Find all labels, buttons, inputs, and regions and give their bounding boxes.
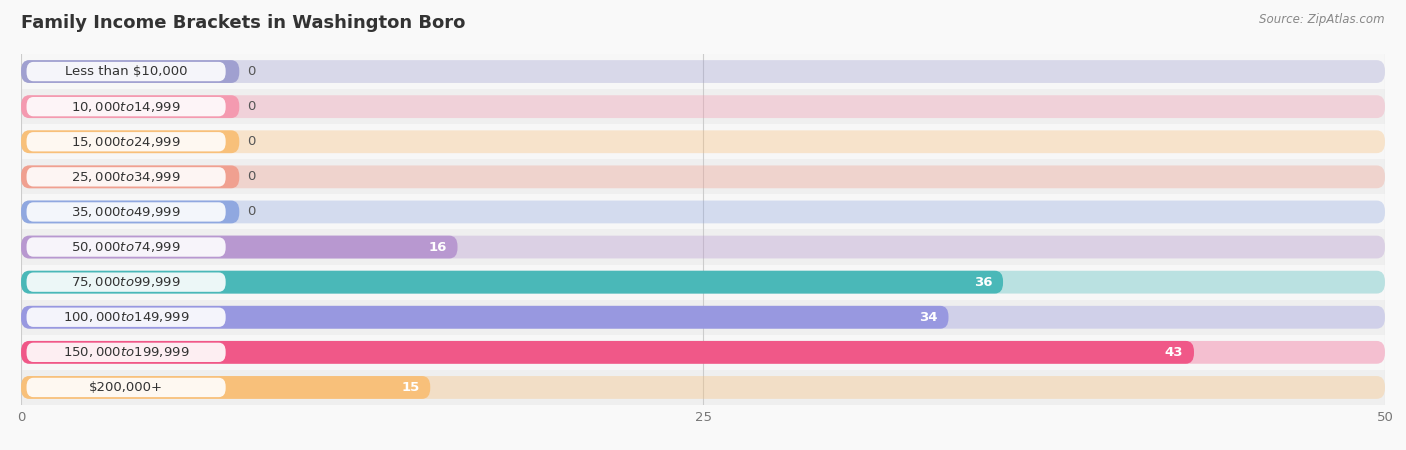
FancyBboxPatch shape	[27, 202, 225, 221]
Bar	[21, 124, 1385, 159]
Text: $25,000 to $34,999: $25,000 to $34,999	[72, 170, 181, 184]
Bar	[21, 230, 1385, 265]
Text: $100,000 to $149,999: $100,000 to $149,999	[63, 310, 190, 324]
Text: $50,000 to $74,999: $50,000 to $74,999	[72, 240, 181, 254]
Bar	[21, 194, 1385, 230]
FancyBboxPatch shape	[27, 62, 225, 81]
Bar	[21, 54, 1385, 89]
Text: $75,000 to $99,999: $75,000 to $99,999	[72, 275, 181, 289]
Bar	[21, 335, 1385, 370]
FancyBboxPatch shape	[27, 167, 225, 186]
Text: Family Income Brackets in Washington Boro: Family Income Brackets in Washington Bor…	[21, 14, 465, 32]
FancyBboxPatch shape	[21, 306, 1385, 328]
Text: $10,000 to $14,999: $10,000 to $14,999	[72, 99, 181, 114]
FancyBboxPatch shape	[27, 343, 225, 362]
FancyBboxPatch shape	[27, 273, 225, 292]
FancyBboxPatch shape	[27, 97, 225, 116]
Text: 0: 0	[247, 135, 256, 148]
Bar	[21, 89, 1385, 124]
FancyBboxPatch shape	[21, 376, 430, 399]
FancyBboxPatch shape	[21, 201, 1385, 223]
Text: $150,000 to $199,999: $150,000 to $199,999	[63, 345, 190, 360]
Text: $200,000+: $200,000+	[89, 381, 163, 394]
Text: $15,000 to $24,999: $15,000 to $24,999	[72, 135, 181, 149]
FancyBboxPatch shape	[21, 271, 1385, 293]
Text: 36: 36	[973, 276, 993, 288]
Bar	[21, 159, 1385, 194]
Text: 0: 0	[247, 65, 256, 78]
Text: Source: ZipAtlas.com: Source: ZipAtlas.com	[1260, 14, 1385, 27]
FancyBboxPatch shape	[27, 238, 225, 256]
FancyBboxPatch shape	[21, 130, 239, 153]
Text: Less than $10,000: Less than $10,000	[65, 65, 187, 78]
FancyBboxPatch shape	[21, 236, 457, 258]
FancyBboxPatch shape	[21, 271, 1002, 293]
Text: 0: 0	[247, 171, 256, 183]
Bar	[21, 265, 1385, 300]
Text: 15: 15	[401, 381, 419, 394]
Bar	[21, 370, 1385, 405]
FancyBboxPatch shape	[27, 132, 225, 151]
FancyBboxPatch shape	[27, 378, 225, 397]
Text: 34: 34	[920, 311, 938, 324]
FancyBboxPatch shape	[21, 236, 1385, 258]
FancyBboxPatch shape	[21, 166, 239, 188]
Text: 0: 0	[247, 100, 256, 113]
Text: 16: 16	[429, 241, 447, 253]
FancyBboxPatch shape	[21, 376, 1385, 399]
FancyBboxPatch shape	[21, 306, 949, 328]
FancyBboxPatch shape	[21, 341, 1385, 364]
FancyBboxPatch shape	[21, 60, 1385, 83]
FancyBboxPatch shape	[21, 130, 1385, 153]
FancyBboxPatch shape	[21, 166, 1385, 188]
FancyBboxPatch shape	[27, 308, 225, 327]
FancyBboxPatch shape	[21, 60, 239, 83]
Text: 0: 0	[247, 206, 256, 218]
Bar	[21, 300, 1385, 335]
Text: 43: 43	[1164, 346, 1182, 359]
Text: $35,000 to $49,999: $35,000 to $49,999	[72, 205, 181, 219]
FancyBboxPatch shape	[21, 201, 239, 223]
FancyBboxPatch shape	[21, 95, 1385, 118]
FancyBboxPatch shape	[21, 95, 239, 118]
FancyBboxPatch shape	[21, 341, 1194, 364]
